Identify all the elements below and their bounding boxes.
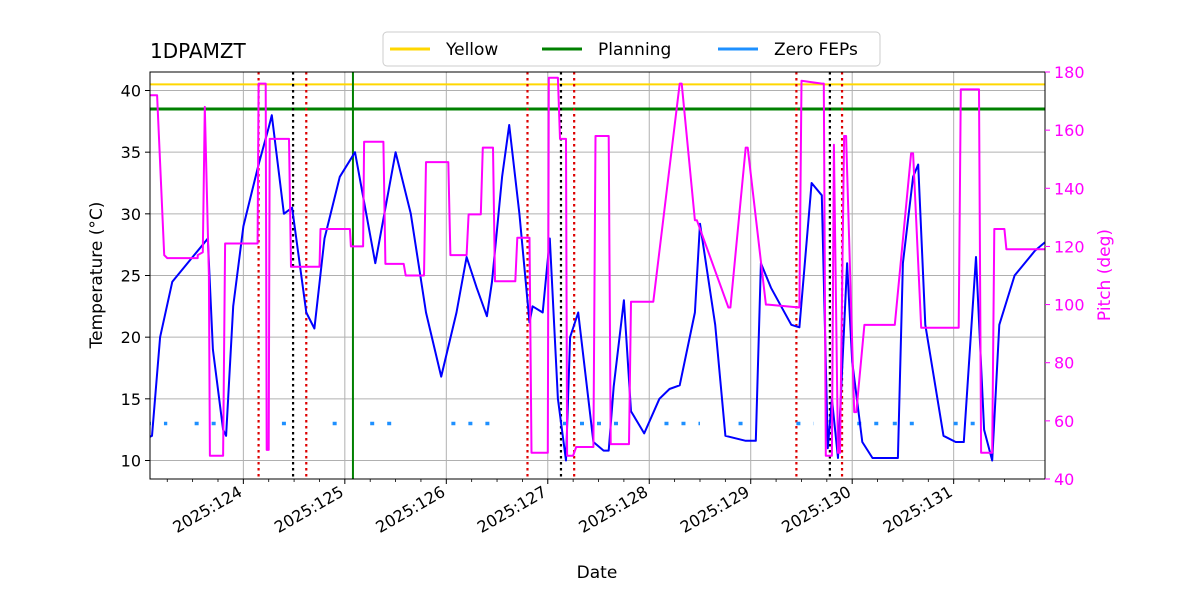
legend-box [382, 31, 881, 67]
threshold-lines [150, 83, 1045, 111]
legend: Yellow Planning Zero FEPs [382, 31, 881, 67]
y2-tick-label: 120 [1054, 237, 1085, 256]
y-tick-label: 10 [121, 452, 141, 471]
legend-label-yellow: Yellow [445, 40, 498, 60]
plot-content [150, 72, 1045, 479]
y-tick-label: 30 [121, 205, 141, 224]
y2-tick-label: 100 [1054, 296, 1085, 315]
y2-tick-label: 160 [1054, 121, 1085, 140]
x-axis-label: Date [577, 563, 618, 583]
y2-tick-label: 60 [1054, 412, 1074, 431]
y-tick-label: 25 [121, 267, 141, 286]
y-axis-left: 10 15 20 25 30 35 40 [121, 82, 150, 471]
y2-tick-label: 140 [1054, 179, 1085, 198]
series-lines [150, 76, 1045, 462]
grid [150, 72, 1045, 479]
y-axis-label: Temperature (°C) [87, 202, 107, 350]
y-tick-label: 15 [121, 390, 141, 409]
y-axis-right: 40 60 80 100 120 140 160 180 [1045, 63, 1085, 489]
y2-tick-label: 180 [1054, 63, 1085, 82]
legend-label-planning: Planning [598, 40, 671, 60]
chart-title: 1DPAMZT [150, 39, 247, 63]
y2-tick-label: 40 [1054, 470, 1074, 489]
legend-label-zero-feps: Zero FEPs [774, 40, 858, 60]
series-line-pitch [150, 76, 1045, 457]
y2-axis-label: Pitch (deg) [1095, 229, 1115, 321]
y-tick-label: 35 [121, 143, 141, 162]
y2-tick-label: 80 [1054, 354, 1074, 373]
y-tick-label: 40 [121, 82, 141, 101]
y-tick-label: 20 [121, 328, 141, 347]
